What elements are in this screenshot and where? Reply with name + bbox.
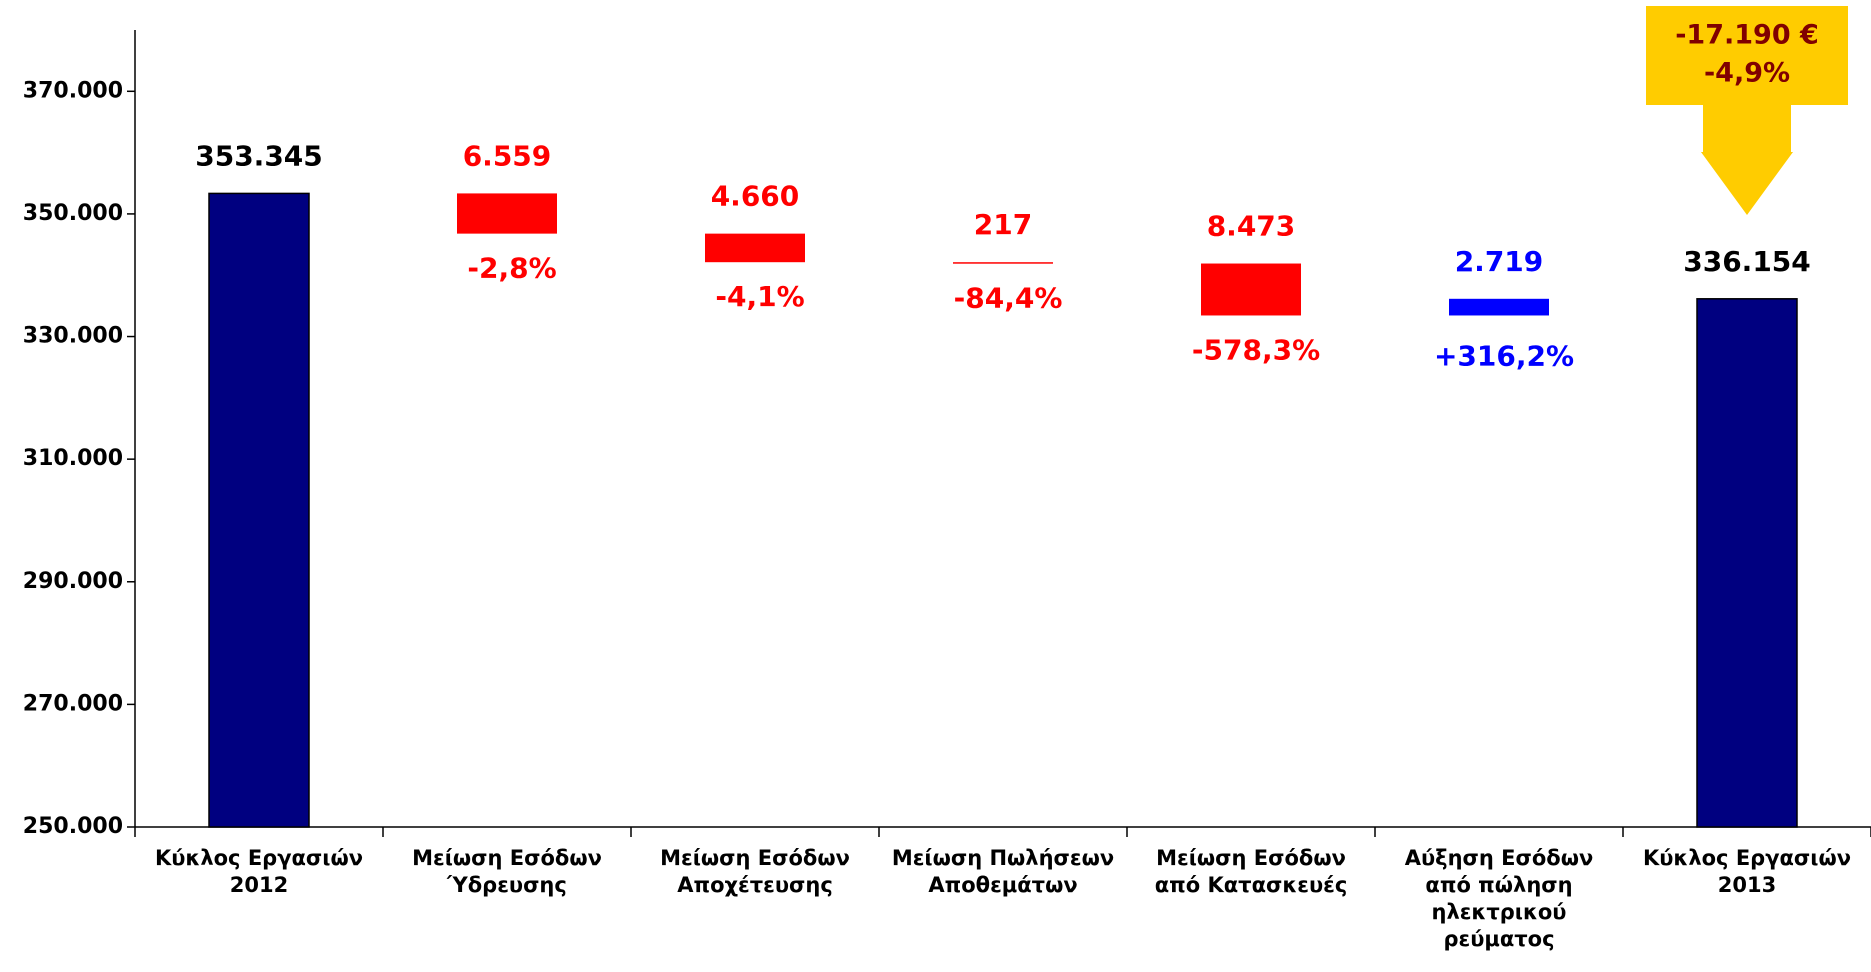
- x-tick-label: Μείωση Εσόδων από Κατασκευές: [1154, 846, 1348, 897]
- bar: [953, 262, 1053, 264]
- bar: [208, 192, 310, 828]
- pct-label: -84,4%: [954, 282, 1063, 315]
- y-tick-label: 310.000: [23, 446, 123, 471]
- x-tick-label: Μείωση Εσόδων Ύδρευσης: [412, 846, 602, 897]
- y-tick-label: 270.000: [23, 691, 123, 716]
- y-tick-label: 290.000: [23, 569, 123, 594]
- bar: [705, 233, 805, 263]
- value-label: 6.559: [463, 139, 552, 172]
- value-label: 217: [974, 208, 1032, 241]
- y-tick-label: 330.000: [23, 324, 123, 349]
- annotation-text: -17.190 €: [1675, 20, 1819, 51]
- bar: [1696, 298, 1798, 828]
- value-label: 353.345: [195, 139, 323, 172]
- value-label: 8.473: [1207, 210, 1296, 243]
- bar: [1449, 298, 1549, 316]
- pct-label: -4,1%: [715, 280, 804, 313]
- y-tick-label: 250.000: [23, 814, 123, 839]
- x-tick-label: Κύκλος Εργασιών 2013: [1642, 846, 1852, 897]
- value-label: 2.719: [1455, 245, 1544, 278]
- pct-label: -2,8%: [467, 252, 556, 285]
- annotation-arrow: [1646, 6, 1848, 215]
- x-tick-label: Αύξηση Εσόδων από πώληση ηλεκτρικού ρεύμ…: [1404, 846, 1594, 951]
- bar: [1201, 263, 1301, 316]
- x-tick-label: Μείωση Εσόδων Αποχέτευσης: [660, 846, 850, 897]
- value-label: 336.154: [1683, 245, 1811, 278]
- pct-label: +316,2%: [1434, 339, 1574, 372]
- x-tick-label: Μείωση Πωλήσεων Αποθεμάτων: [891, 846, 1115, 897]
- annotation-text: -4,9%: [1704, 58, 1790, 89]
- pct-label: -578,3%: [1192, 333, 1320, 366]
- y-tick-label: 350.000: [23, 201, 123, 226]
- x-tick-label: Κύκλος Εργασιών 2012: [154, 846, 364, 897]
- bar: [457, 193, 557, 234]
- value-label: 4.660: [711, 180, 800, 213]
- y-tick-label: 370.000: [23, 78, 123, 103]
